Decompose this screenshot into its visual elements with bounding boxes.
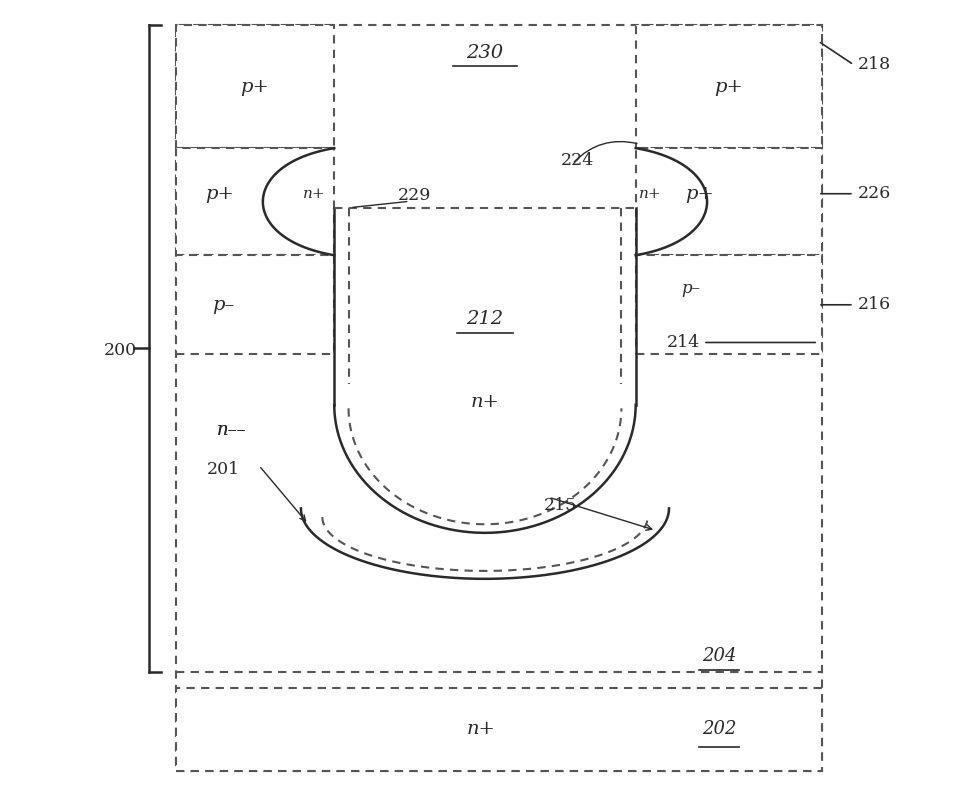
Bar (176, 688, 822, 771)
Text: 215: 215 (543, 497, 577, 513)
Text: n––: n–– (216, 421, 246, 439)
Text: n+: n+ (466, 720, 495, 738)
Text: 224: 224 (559, 151, 593, 169)
Text: p+: p+ (684, 185, 713, 203)
Text: p+: p+ (240, 78, 269, 96)
Bar (176, 148, 333, 256)
Bar (176, 25, 822, 771)
Text: n+: n+ (470, 393, 499, 411)
Text: p+: p+ (714, 78, 743, 96)
Text: 229: 229 (397, 187, 431, 205)
Text: 216: 216 (857, 296, 890, 314)
Bar (635, 25, 822, 148)
Text: 200: 200 (104, 342, 136, 359)
Bar (176, 25, 333, 148)
Bar (176, 256, 333, 354)
Text: 204: 204 (701, 647, 735, 665)
Text: n+: n+ (638, 187, 660, 201)
Text: n+: n+ (303, 187, 326, 201)
Text: 218: 218 (857, 57, 890, 73)
Text: 212: 212 (466, 310, 503, 328)
Bar (635, 256, 822, 354)
Text: 230: 230 (466, 44, 503, 62)
Text: p–: p– (681, 280, 700, 298)
Bar (635, 148, 822, 256)
Text: 226: 226 (857, 185, 890, 202)
Text: p–: p– (211, 296, 234, 314)
Text: p+: p+ (205, 185, 234, 203)
Text: 201: 201 (207, 461, 239, 478)
Text: 214: 214 (666, 334, 699, 351)
Text: n––: n–– (216, 421, 246, 439)
Text: 202: 202 (701, 720, 735, 738)
